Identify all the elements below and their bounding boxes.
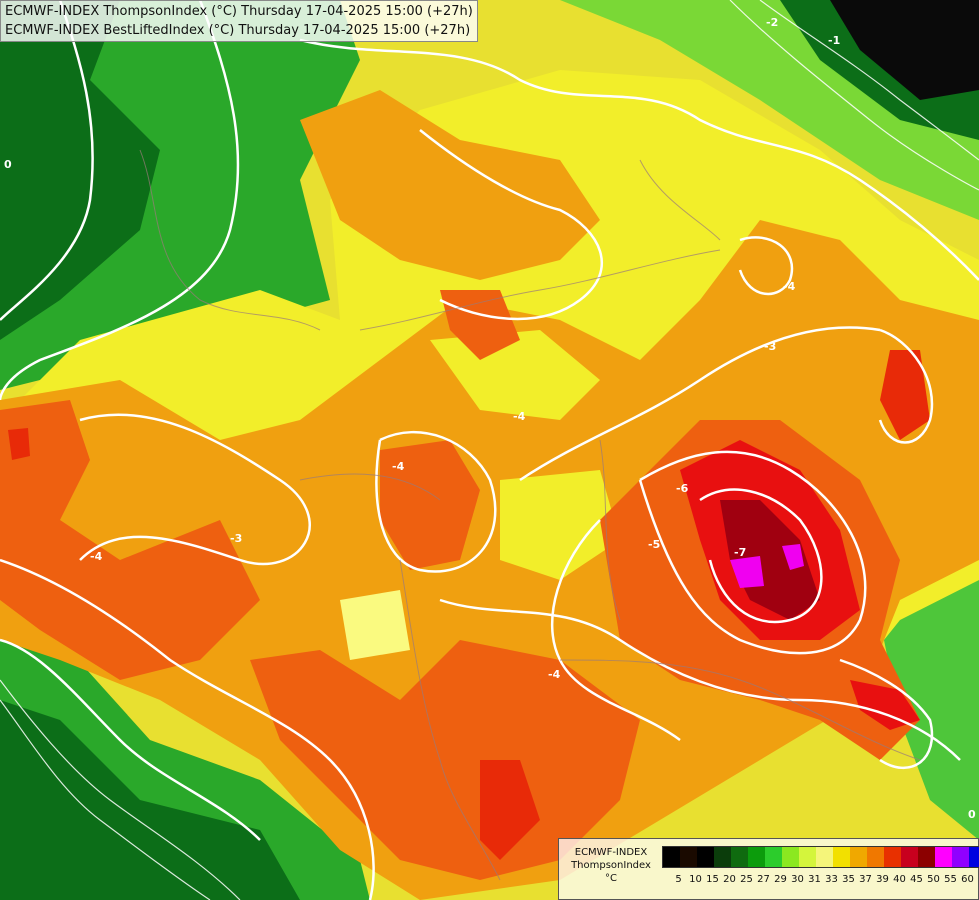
legend-swatch <box>969 847 979 867</box>
map-title: ECMWF-INDEX ThompsonIndex (°C) Thursday … <box>0 0 478 42</box>
legend-swatch <box>731 847 748 867</box>
legend-swatch <box>884 847 901 867</box>
legend-tick: 10 <box>689 874 702 885</box>
legend-tick: 35 <box>842 874 855 885</box>
legend-tick: 55 <box>944 874 957 885</box>
field-yellow-patch-2 <box>500 470 620 580</box>
contour-label: -1 <box>828 34 840 47</box>
title-line-2: ECMWF-INDEX BestLiftedIndex (°C) Thursda… <box>5 23 471 38</box>
legend-swatch <box>918 847 935 867</box>
contour-label: 0 <box>968 808 976 821</box>
contour-label: -3 <box>764 340 776 353</box>
legend-tick: 33 <box>825 874 838 885</box>
contour-label: -6 <box>676 482 689 495</box>
legend-swatch <box>901 847 918 867</box>
color-legend: ECMWF-INDEX ThompsonIndex °C 5 10 15 20 25 27… <box>558 838 979 900</box>
legend-tick: 5 <box>675 874 682 885</box>
legend-swatch <box>935 847 952 867</box>
legend-swatch <box>765 847 782 867</box>
contour-label: -3 <box>230 532 242 545</box>
legend-tick: 50 <box>927 874 940 885</box>
contour-label: -4 <box>548 668 561 681</box>
field-magenta-core-2 <box>782 544 804 570</box>
legend-swatch <box>816 847 833 867</box>
legend-swatch <box>799 847 816 867</box>
legend-tick: 60 <box>961 874 974 885</box>
legend-tick: 39 <box>876 874 889 885</box>
contour-label: -4 <box>90 550 103 563</box>
contour-label: -2 <box>766 16 778 29</box>
legend-swatch <box>867 847 884 867</box>
legend-ticks: 5 10 15 20 25 27 29 30 31 33 35 37 39 40 45 50 55 60 <box>670 874 976 885</box>
legend-tick: 29 <box>774 874 787 885</box>
legend-swatch <box>782 847 799 867</box>
legend-unit: °C <box>605 873 617 884</box>
field-red-west <box>8 428 30 460</box>
contour-label: -4 <box>392 460 405 473</box>
legend-swatch <box>714 847 731 867</box>
field-darkred-core <box>720 500 820 620</box>
legend-tick: 37 <box>859 874 872 885</box>
field-darkorange-center <box>380 440 480 570</box>
field-orange-north <box>300 90 600 280</box>
legend-label: ECMWF-INDEX ThompsonIndex °C <box>563 846 659 885</box>
field-magenta-core <box>730 556 764 588</box>
legend-swatch <box>850 847 867 867</box>
legend-swatch <box>680 847 697 867</box>
legend-swatches <box>662 846 979 868</box>
field-darkorange-south <box>250 640 640 880</box>
legend-tick: 25 <box>740 874 753 885</box>
field-red-south <box>480 760 540 860</box>
legend-tick: 27 <box>757 874 770 885</box>
field-orange-main <box>0 220 979 900</box>
field-green-se <box>880 580 979 840</box>
field-darkorange-west <box>0 400 260 680</box>
contour-label: -4 <box>783 280 796 293</box>
field-black-ne <box>830 0 979 100</box>
contour-label: -4 <box>513 410 526 423</box>
legend-swatch <box>833 847 850 867</box>
field-red-ne <box>880 350 930 440</box>
legend-tick: 40 <box>893 874 906 885</box>
contour-label: -7 <box>734 546 746 559</box>
legend-tick: 15 <box>706 874 719 885</box>
contour-label: 0 <box>4 158 12 171</box>
legend-variable: ThompsonIndex <box>571 860 651 871</box>
legend-tick: 31 <box>808 874 821 885</box>
legend-tick: 20 <box>723 874 736 885</box>
title-line-1: ECMWF-INDEX ThompsonIndex (°C) Thursday … <box>5 4 473 19</box>
contour-label: -5 <box>648 538 660 551</box>
country-borders <box>139 149 921 881</box>
legend-swatch <box>663 847 680 867</box>
legend-swatch <box>748 847 765 867</box>
field-red-se <box>850 680 920 730</box>
legend-swatch <box>697 847 714 867</box>
field-lightyellow-patch <box>340 590 410 660</box>
legend-tick: 30 <box>791 874 804 885</box>
legend-swatch <box>952 847 969 867</box>
field-darkgreen-nw <box>0 0 160 340</box>
legend-tick: 45 <box>910 874 923 885</box>
legend-source: ECMWF-INDEX <box>574 847 648 858</box>
field-darkgreen-sw <box>0 700 300 900</box>
